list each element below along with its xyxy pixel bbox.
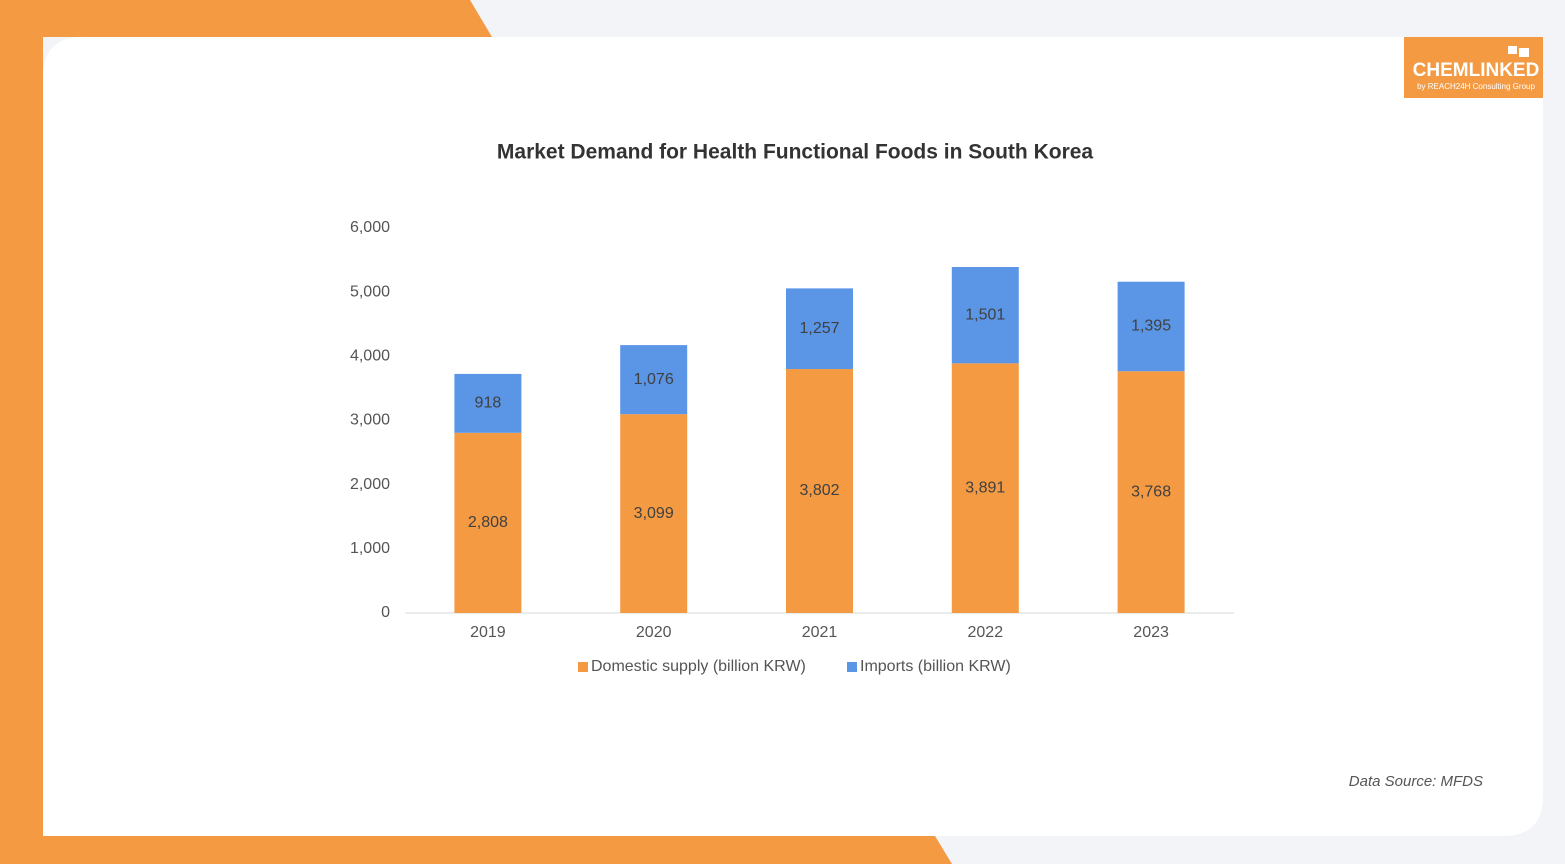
- logo-box: [1404, 37, 1543, 98]
- logo-icon: [1519, 48, 1529, 57]
- bar-segment: [786, 369, 853, 613]
- bar-segment: [454, 432, 522, 613]
- chart-title: Market Demand for Health Functional Food…: [497, 141, 1094, 164]
- legend-label: Imports (billion KRW): [860, 658, 1011, 675]
- bar-segment: [951, 267, 1019, 364]
- bar-segment: [786, 288, 853, 370]
- data-label: 1,395: [1131, 318, 1171, 335]
- y-tick-label: 4,000: [350, 348, 390, 365]
- data-label: 3,802: [799, 482, 839, 499]
- legend-label: Domestic supply (billion KRW): [591, 658, 806, 675]
- data-label: 3,891: [965, 479, 1005, 496]
- x-tick-label: 2021: [802, 624, 838, 641]
- y-tick-label: 0: [381, 604, 390, 621]
- logo-tagline: by REACH24H Consulting Group: [1417, 82, 1535, 91]
- data-label: 1,257: [799, 320, 839, 337]
- bar-segment: [620, 345, 688, 415]
- x-tick-label: 2019: [470, 624, 506, 641]
- data-label: 1,501: [965, 306, 1005, 323]
- data-label: 918: [475, 395, 502, 412]
- logo-name: CHEMLINKED: [1413, 60, 1540, 81]
- x-tick-label: 2023: [1133, 624, 1169, 641]
- y-tick-label: 2,000: [350, 476, 390, 493]
- data-label: 3,768: [1131, 483, 1171, 500]
- bar-segment: [1117, 281, 1185, 372]
- y-tick-label: 3,000: [350, 412, 390, 429]
- bar-segment: [454, 373, 522, 433]
- bar-segment: [951, 363, 1019, 613]
- x-tick-label: 2022: [968, 624, 1004, 641]
- bar-segment: [1117, 371, 1185, 613]
- data-label: 1,076: [634, 371, 674, 388]
- source-note: Data Source: MFDS: [1349, 773, 1483, 790]
- logo-icon: [1508, 46, 1517, 54]
- x-tick-label: 2020: [636, 624, 672, 641]
- legend-swatch: [578, 662, 588, 672]
- bar-segment: [620, 414, 688, 613]
- y-tick-label: 1,000: [350, 540, 390, 557]
- data-label: 2,808: [468, 514, 508, 531]
- y-tick-label: 5,000: [350, 283, 390, 300]
- data-label: 3,099: [634, 505, 674, 522]
- legend-swatch: [847, 662, 857, 672]
- y-tick-label: 6,000: [350, 219, 390, 236]
